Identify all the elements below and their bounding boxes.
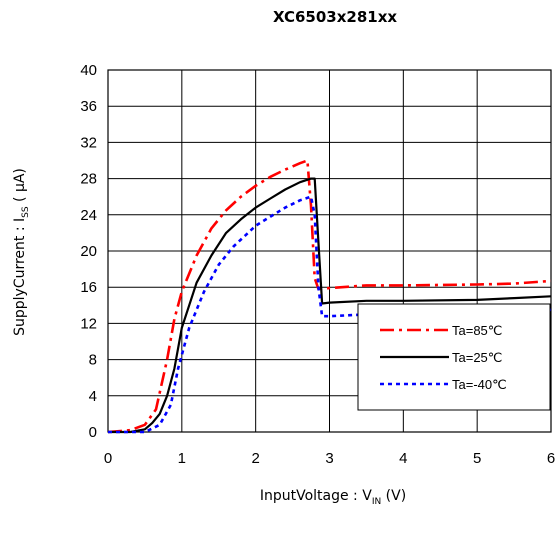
legend: Ta=85℃ Ta=25℃ Ta=-40℃ [357, 303, 551, 411]
series-line-2 [108, 195, 552, 434]
y-tick-label: 0 [89, 424, 97, 441]
series-line-1 [108, 177, 552, 434]
chart-title: XC6503x281xx [273, 8, 397, 26]
y-tick-label: 16 [80, 279, 97, 296]
x-tick-label: 3 [325, 450, 333, 467]
x-tick-label: 6 [547, 450, 555, 467]
legend-label-1: Ta=25℃ [452, 350, 502, 365]
y-tick-label: 28 [80, 171, 97, 188]
plot-border [107, 69, 552, 433]
plot-frame [107, 69, 552, 433]
x-axis-label: InputVoltage : VIN (V) [260, 488, 406, 507]
x-tick-label: 4 [399, 450, 407, 467]
y-tick-label: 40 [80, 62, 97, 79]
y-tick-label: 24 [80, 207, 97, 224]
series-lines [107, 159, 552, 434]
y-tick-label: 8 [89, 352, 97, 369]
y-tick-label: 36 [80, 98, 97, 115]
x-tick-label: 0 [104, 450, 112, 467]
y-tick-label: 12 [80, 315, 97, 332]
x-tick-label: 5 [473, 450, 481, 467]
legend-label-2: Ta=-40℃ [452, 377, 507, 392]
series-line-0 [107, 159, 552, 434]
y-tick-label: 4 [89, 388, 97, 405]
y-tick-label: 20 [80, 243, 97, 260]
y-tick-label: 32 [80, 134, 97, 151]
legend-label-0: Ta=85℃ [452, 323, 502, 338]
y-axis-label: SupplyCurrent : ISS ( μA) [12, 168, 31, 336]
x-tick-label: 2 [251, 450, 259, 467]
x-tick-label: 1 [178, 450, 186, 467]
